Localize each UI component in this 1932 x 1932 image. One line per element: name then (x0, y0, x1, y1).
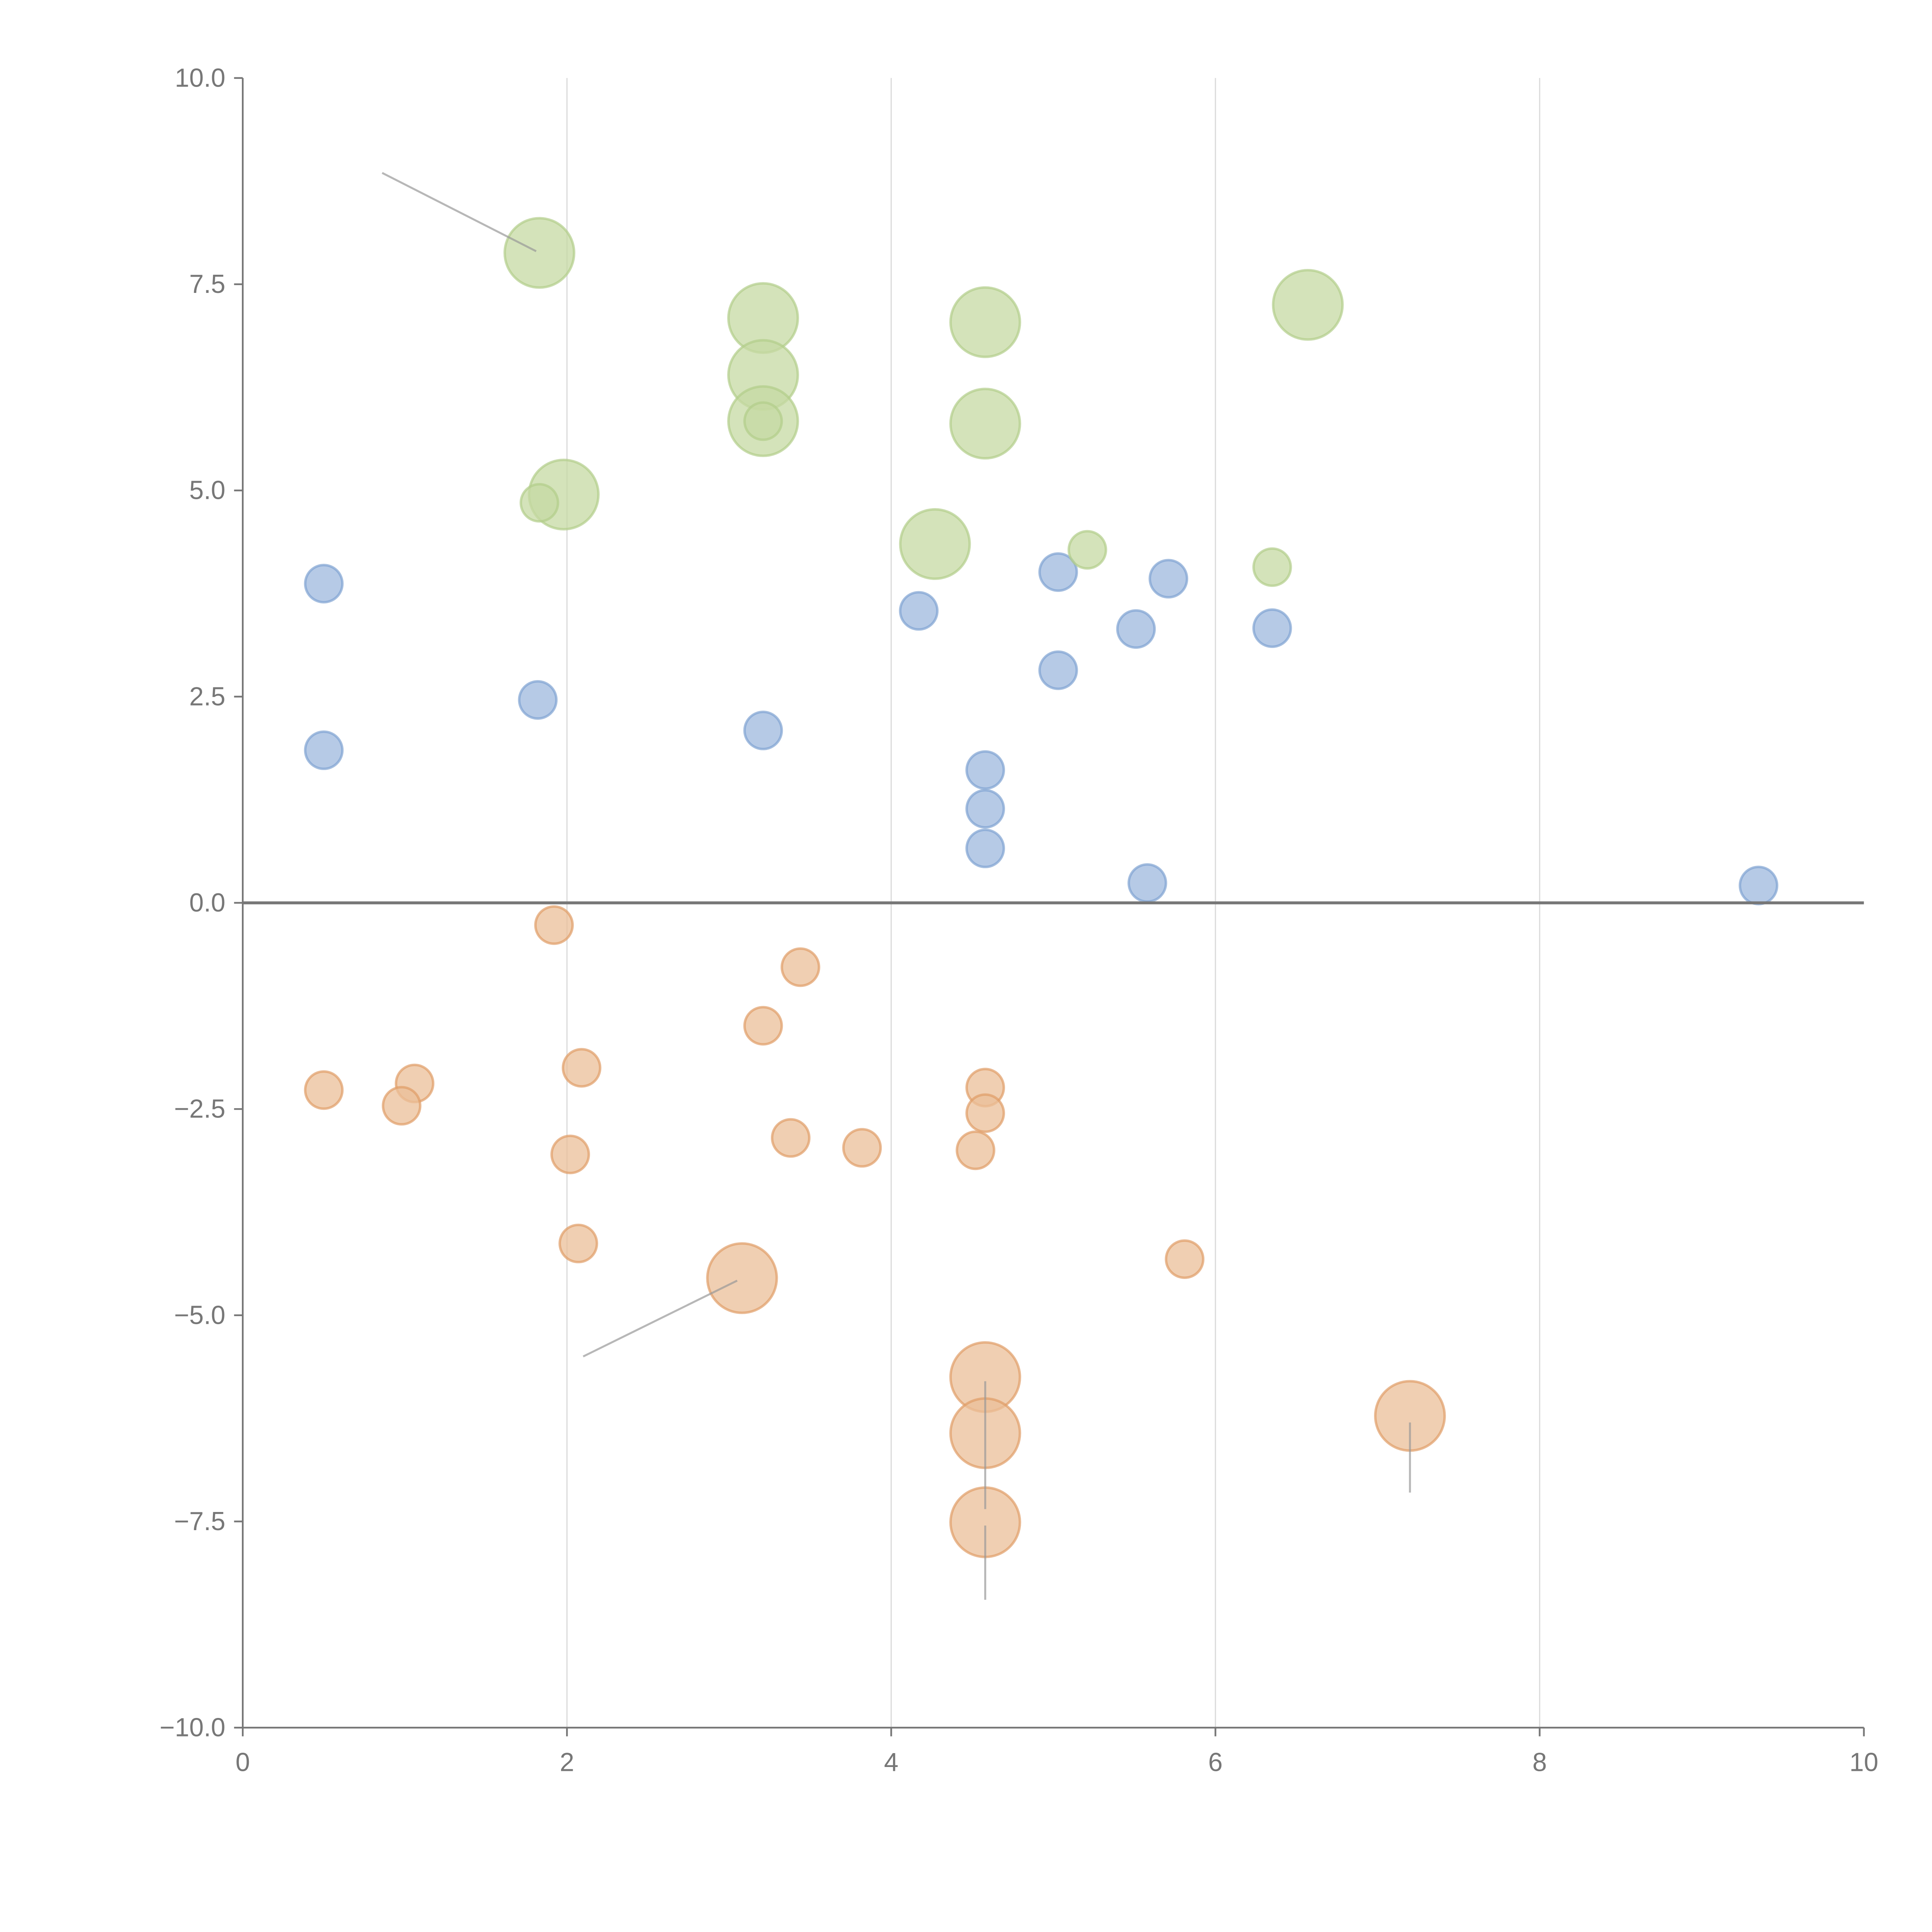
x-tick-label: 10 (1849, 1748, 1878, 1777)
data-point-orange (304, 1070, 344, 1110)
data-point-orange (781, 947, 820, 987)
data-point-orange (534, 905, 574, 945)
y-tick-label: 0.0 (189, 888, 226, 917)
data-point-orange (743, 1006, 783, 1046)
y-tick-label: 10.0 (175, 63, 225, 92)
data-point-orange (771, 1118, 811, 1158)
data-point-blue (1128, 863, 1167, 903)
y-tick-label: −2.5 (174, 1095, 225, 1124)
x-tick-label: 8 (1532, 1748, 1547, 1777)
y-tick-label: −10.0 (160, 1713, 225, 1742)
data-point-green (949, 286, 1021, 358)
y-tick-label: 5.0 (189, 476, 226, 505)
y-tick-label: −5.0 (174, 1301, 225, 1330)
data-point-green (743, 401, 783, 441)
data-point-orange (561, 1048, 602, 1088)
data-point-green (503, 217, 575, 289)
data-points (304, 217, 1779, 1558)
y-tick-label: 2.5 (189, 682, 226, 711)
data-point-green (519, 483, 560, 523)
y-tick-label: 7.5 (189, 270, 226, 299)
data-point-blue (1116, 609, 1156, 649)
data-point-blue (743, 711, 783, 750)
annotation-leader-lines (381, 172, 1411, 1600)
data-point-green (949, 388, 1021, 460)
data-point-blue (965, 828, 1005, 868)
data-point-blue (1038, 650, 1078, 690)
data-point-blue (518, 680, 558, 720)
data-point-orange (550, 1134, 590, 1174)
data-point-blue (1148, 559, 1189, 599)
data-point-blue (304, 564, 344, 604)
data-point-blue (899, 591, 939, 631)
x-tick-label: 4 (884, 1748, 898, 1777)
data-point-green (1252, 547, 1292, 587)
data-point-orange (1165, 1239, 1205, 1279)
y-tick-label: −7.5 (174, 1507, 225, 1536)
axes: 0 2 4 6 8 10 10.0 7.5 5.0 2.5 0.0 −2.5 −5.0 −7.5 −10.0 (160, 63, 1878, 1777)
data-point-blue (965, 789, 1005, 829)
data-point-orange (382, 1086, 422, 1126)
x-tick-label: 6 (1208, 1748, 1223, 1777)
leader-line (381, 172, 537, 252)
data-point-green (1067, 530, 1107, 570)
data-point-blue (1252, 608, 1292, 648)
x-tick-label: 2 (560, 1748, 574, 1777)
data-point-blue (965, 750, 1005, 790)
data-point-orange (706, 1242, 778, 1314)
x-tick-label: 0 (235, 1748, 250, 1777)
leader-line (583, 1279, 738, 1357)
data-point-orange (558, 1223, 598, 1264)
data-point-blue (1038, 552, 1078, 592)
data-point-orange (956, 1130, 995, 1170)
data-point-green (1272, 269, 1344, 341)
data-point-blue (1738, 866, 1779, 905)
data-point-orange (842, 1128, 882, 1168)
data-point-green (899, 508, 971, 580)
data-point-orange (965, 1093, 1005, 1133)
data-point-blue (304, 730, 344, 770)
